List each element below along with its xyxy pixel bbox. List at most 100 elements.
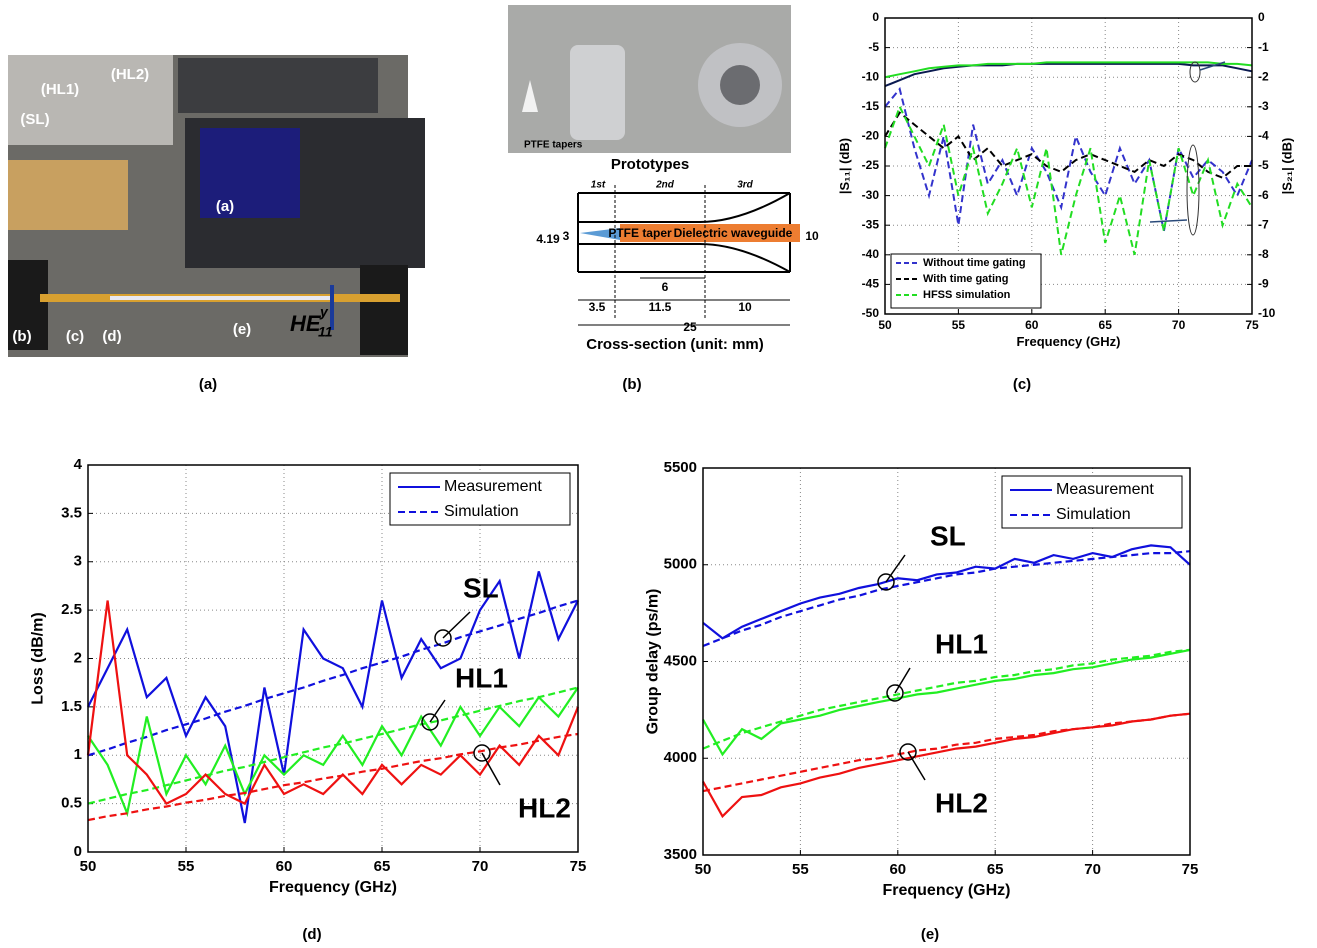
inset-photo bbox=[8, 55, 173, 145]
panel-caption: (a) bbox=[199, 376, 217, 393]
y-tick-label: 2 bbox=[74, 649, 82, 666]
section-title: Prototypes bbox=[611, 156, 689, 173]
data-line bbox=[87, 732, 579, 822]
y-tick-label: -5 bbox=[868, 40, 879, 54]
y-axis-label: Loss (dB/m) bbox=[30, 612, 47, 704]
dimension: 6 bbox=[662, 280, 669, 294]
photo-b bbox=[508, 5, 791, 153]
y-tick-label: -20 bbox=[862, 129, 880, 143]
plot-frame bbox=[702, 467, 1191, 856]
legend bbox=[1001, 475, 1183, 529]
annotation-arrow bbox=[1199, 61, 1226, 71]
annotation-marker bbox=[886, 684, 904, 702]
annotation: HL1 bbox=[455, 662, 508, 693]
annotation-arrow bbox=[429, 699, 446, 723]
plot-area bbox=[703, 468, 1190, 855]
plot-frame bbox=[87, 464, 579, 853]
x-axis-label: Frequency (GHz) bbox=[882, 882, 1010, 899]
dimension: 11.5 bbox=[649, 300, 672, 314]
y-tick-label: 0 bbox=[74, 843, 82, 860]
photo-label: (b) bbox=[12, 328, 31, 345]
y-tick-label: 5500 bbox=[664, 459, 697, 476]
x-tick-label: 50 bbox=[80, 858, 97, 875]
data-line bbox=[702, 712, 1191, 819]
y-tick-label: 0 bbox=[872, 10, 879, 24]
annotation: SL bbox=[930, 520, 966, 551]
y-tick-label: 5000 bbox=[664, 556, 697, 573]
data-line bbox=[87, 686, 579, 818]
panel-caption: (b) bbox=[622, 376, 641, 393]
photo-label: x bbox=[484, 109, 493, 126]
dimension: 3 bbox=[563, 229, 570, 243]
dimension: 10 bbox=[805, 229, 819, 243]
annotation-arrow bbox=[1149, 219, 1188, 223]
annotation-arrow bbox=[442, 611, 471, 639]
data-line bbox=[884, 61, 1253, 79]
data-line bbox=[86, 600, 580, 806]
photo-label: z bbox=[433, 94, 441, 111]
x-tick-label: 75 bbox=[1245, 318, 1259, 332]
annotation: HL1 bbox=[935, 628, 988, 659]
photo-label: (HL2) bbox=[111, 66, 149, 83]
annotation-marker bbox=[1186, 144, 1200, 236]
x-tick-label: 55 bbox=[952, 318, 966, 332]
x-tick-label: 60 bbox=[276, 858, 293, 875]
data-line bbox=[87, 686, 579, 805]
x-tick-label: 75 bbox=[570, 858, 587, 875]
y-tick-label: 3500 bbox=[664, 846, 697, 863]
x-tick-label: 55 bbox=[792, 861, 809, 878]
y-tick-label: 1.5 bbox=[61, 698, 82, 715]
y-tick-label: -35 bbox=[862, 217, 880, 231]
mode-label: 11 bbox=[318, 324, 333, 340]
cross-section bbox=[577, 185, 800, 326]
section-caption: Cross-section (unit: mm) bbox=[586, 336, 764, 353]
box bbox=[8, 160, 128, 230]
photo-label: (e) bbox=[233, 321, 251, 338]
y-tick-label: -25 bbox=[862, 158, 880, 172]
section-label: 3rd bbox=[737, 180, 753, 191]
annotation-marker bbox=[1189, 61, 1201, 83]
box bbox=[8, 260, 48, 350]
prototype bbox=[720, 65, 760, 105]
y2-tick-label: -8 bbox=[1258, 247, 1269, 261]
data-line bbox=[87, 571, 579, 824]
section-label: 1st bbox=[591, 180, 606, 191]
annotation-marker bbox=[473, 744, 491, 762]
y-tick-label: -15 bbox=[862, 99, 880, 113]
y-tick-label: 2.5 bbox=[61, 601, 82, 618]
legend-label: Simulation bbox=[444, 503, 519, 520]
y2-tick-label: -6 bbox=[1258, 188, 1269, 202]
y-tick-label: 3 bbox=[74, 553, 82, 570]
legend-label: Measurement bbox=[444, 478, 542, 495]
plot-frame bbox=[884, 17, 1253, 315]
panel-caption: (e) bbox=[921, 926, 939, 943]
y-tick-label: -45 bbox=[862, 277, 880, 291]
legend-label: Measurement bbox=[1056, 481, 1154, 498]
annotation: SL bbox=[463, 572, 499, 603]
y2-tick-label: -4 bbox=[1258, 129, 1269, 143]
legend-label: Simulation bbox=[1056, 506, 1131, 523]
y-tick-label: 4 bbox=[74, 456, 83, 473]
x-tick-label: 60 bbox=[1025, 318, 1039, 332]
annotation: HL2 bbox=[518, 792, 571, 823]
y-tick-label: 4000 bbox=[664, 749, 697, 766]
mode-label: y bbox=[319, 304, 329, 320]
y2-tick-label: -9 bbox=[1258, 277, 1269, 291]
y-tick-label: -40 bbox=[862, 247, 880, 261]
dimension: 4.19 bbox=[536, 232, 560, 246]
y-tick-label: 1 bbox=[74, 746, 82, 763]
y2-tick-label: -10 bbox=[1258, 306, 1276, 320]
y-tick-label: -50 bbox=[862, 306, 880, 320]
dimension: 10 bbox=[738, 300, 752, 314]
ptfe-taper bbox=[522, 80, 538, 112]
y-axis-label: Group delay (ps/m) bbox=[645, 589, 662, 735]
data-line bbox=[884, 86, 1253, 232]
annotation-marker bbox=[434, 629, 452, 647]
x-tick-label: 75 bbox=[1182, 861, 1199, 878]
annotation-arrow bbox=[894, 667, 911, 694]
y-tick-label: -10 bbox=[862, 69, 880, 83]
data-line bbox=[884, 104, 1253, 256]
annotation-arrow bbox=[481, 752, 501, 786]
panel-caption: (d) bbox=[302, 926, 321, 943]
